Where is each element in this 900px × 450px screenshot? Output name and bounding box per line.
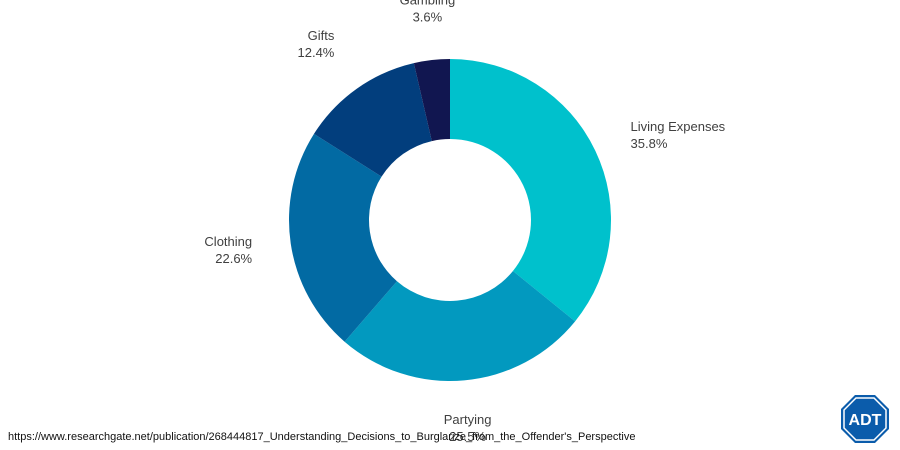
slice-partying bbox=[344, 270, 576, 381]
slice-label: Living Expenses bbox=[631, 119, 726, 134]
logo-text: ADT bbox=[849, 412, 882, 429]
logo-octagon bbox=[841, 395, 889, 443]
slice-value-label: 25.5% bbox=[449, 429, 486, 444]
slice-value-label: 12.4% bbox=[298, 45, 335, 60]
slice-clothing bbox=[288, 133, 397, 342]
slice-gambling bbox=[413, 59, 450, 142]
source-url[interactable]: https://www.researchgate.net/publication… bbox=[8, 431, 636, 443]
slice-gifts bbox=[313, 63, 432, 177]
slice-value-label: 35.8% bbox=[631, 136, 668, 151]
slice-label: Partying bbox=[444, 412, 492, 427]
slice-value-label: 3.6% bbox=[413, 9, 443, 24]
slice-living-expenses bbox=[450, 59, 611, 322]
logo-octagon-ring bbox=[843, 397, 887, 441]
slice-label: Gifts bbox=[308, 28, 335, 43]
slice-label: Gambling bbox=[400, 0, 456, 7]
adt-logo-icon: ADT bbox=[841, 395, 889, 443]
slice-labels: Living Expenses 35.8% Partying 25.5% Clothin… bbox=[204, 0, 725, 444]
slice-label: Clothing bbox=[204, 234, 252, 249]
slice-value-label: 22.6% bbox=[215, 251, 252, 266]
donut-slices bbox=[288, 59, 611, 381]
